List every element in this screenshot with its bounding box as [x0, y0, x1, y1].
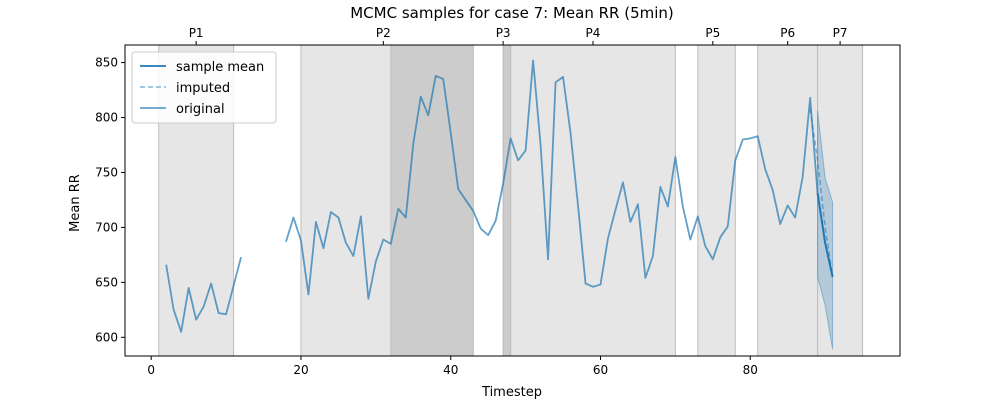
y-tick-label: 800 — [95, 111, 118, 125]
x-tick-label: 20 — [293, 363, 308, 377]
legend-label-imputed: imputed — [176, 81, 230, 96]
period-labels: P1 P2 P3 P4 P5 P6 P7 — [189, 26, 848, 45]
y-tick-label: 750 — [95, 165, 118, 179]
y-tick-label: 850 — [95, 56, 118, 70]
legend: sample mean imputed original — [131, 51, 277, 124]
x-axis-ticks: 0 20 40 60 80 — [147, 356, 758, 377]
y-tick-label: 650 — [95, 275, 118, 289]
period-label-p7: P7 — [833, 26, 848, 40]
plot-frame — [124, 44, 901, 357]
period-band-p6 — [757, 44, 819, 357]
period-label-p6: P6 — [780, 26, 795, 40]
y-tick-label: 700 — [95, 220, 118, 234]
period-band-p5 — [697, 44, 736, 357]
period-label-p4: P4 — [586, 26, 601, 40]
y-tick-label: 600 — [95, 330, 118, 344]
legend-box — [131, 51, 277, 124]
period-label-p3: P3 — [496, 26, 511, 40]
x-tick-label: 40 — [443, 363, 458, 377]
period-band-p4 — [510, 44, 676, 357]
x-axis-label: Timestep — [481, 385, 542, 400]
chart-title: MCMC samples for case 7: Mean RR (5min) — [350, 4, 674, 22]
series-sample-mean — [816, 193, 834, 278]
period-overlap-1 — [502, 44, 512, 357]
series-original-segment-1 — [285, 59, 819, 300]
y-axis-label: Mean RR — [68, 174, 83, 232]
x-tick-label: 80 — [743, 363, 758, 377]
series-imputed — [809, 108, 834, 277]
period-label-p2: P2 — [376, 26, 391, 40]
y-axis-ticks: 600 650 700 750 800 850 — [95, 56, 125, 344]
period-label-p1: P1 — [189, 26, 204, 40]
legend-label-sample-mean: sample mean — [176, 60, 264, 75]
legend-label-original: original — [176, 102, 225, 117]
series-lines — [165, 59, 834, 333]
x-tick-label: 60 — [593, 363, 608, 377]
period-band-p7 — [817, 44, 864, 357]
series-original-segment-0 — [165, 256, 242, 333]
period-label-p5: P5 — [705, 26, 720, 40]
x-tick-label: 0 — [147, 363, 155, 377]
